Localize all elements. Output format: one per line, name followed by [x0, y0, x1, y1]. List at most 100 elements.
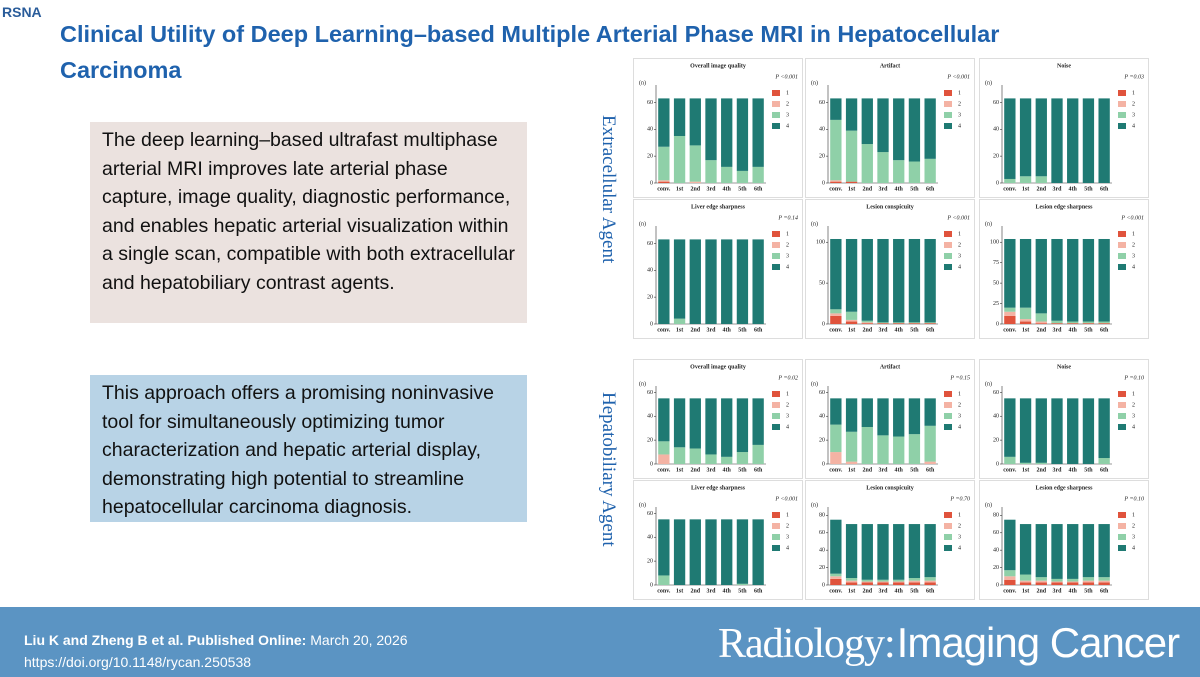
bar-segment — [1035, 176, 1047, 183]
bar-segment — [830, 424, 842, 453]
bar-segment — [830, 119, 842, 181]
bar-segment — [845, 578, 858, 581]
legend-swatch — [772, 424, 780, 430]
legend-label: 2 — [958, 242, 961, 248]
x-tick-label: 3rd — [1053, 327, 1063, 333]
bar-segment — [1004, 311, 1016, 316]
bar-segment — [1051, 98, 1063, 183]
p-value: P =0.03 — [1123, 74, 1144, 80]
legend-label: 1 — [958, 90, 961, 96]
bar-segment — [908, 524, 921, 579]
y-tick-label: 20 — [647, 559, 653, 565]
chart-title: Liver edge sharpness — [691, 204, 746, 210]
y-tick-label: 40 — [647, 414, 653, 420]
legend-label: 1 — [958, 231, 961, 237]
bar-segment — [830, 576, 842, 579]
bar-segment — [830, 573, 842, 577]
x-tick-label: 5th — [738, 467, 747, 473]
bar-segment — [1019, 580, 1032, 583]
legend-label: 3 — [958, 413, 961, 419]
legend-label: 3 — [1132, 534, 1135, 540]
p-value: P <0.001 — [774, 74, 798, 80]
x-tick-label: 6th — [754, 186, 763, 192]
y-tick-label: 60 — [993, 530, 999, 536]
legend-label: 3 — [786, 413, 789, 419]
legend-label: 2 — [958, 101, 961, 107]
x-tick-label: 4th — [723, 467, 732, 473]
bar-segment — [752, 166, 764, 183]
chart: Liver edge sharpness P <0.001 (n) 0 20 40 60 co… — [633, 480, 803, 600]
y-tick-label: 40 — [819, 548, 825, 554]
group-label: Extracellular Agent — [598, 115, 619, 264]
bar-segment — [924, 425, 936, 462]
legend-swatch — [944, 523, 952, 529]
y-tick-label: 20 — [819, 154, 825, 160]
x-tick-label: conv. — [657, 186, 671, 192]
bar-segment — [689, 181, 701, 183]
y-axis-label: (n) — [811, 501, 818, 508]
legend-label: 4 — [786, 424, 789, 430]
y-tick-label: 0 — [822, 461, 825, 467]
x-tick-label: 6th — [1100, 467, 1109, 473]
x-tick-label: 5th — [1084, 327, 1093, 333]
bar-segment — [1019, 176, 1032, 183]
bar-segment — [736, 519, 749, 584]
chart: Artifact P =0.15 (n) 0 20 40 60 conv. 1st 2nd 3rd 4… — [805, 359, 975, 479]
bar-segment — [924, 461, 936, 464]
chart: Liver edge sharpness P =0.14 (n) 0 20 40 60 con… — [633, 199, 803, 339]
x-tick-label: conv. — [1003, 327, 1017, 333]
y-tick-label: 60 — [647, 390, 653, 396]
y-tick-label: 50 — [819, 281, 825, 287]
x-tick-label: conv. — [1003, 588, 1017, 594]
y-tick-label: 20 — [647, 438, 653, 444]
y-tick-label: 40 — [993, 414, 999, 420]
bar-segment — [721, 166, 733, 183]
x-tick-label: conv. — [657, 588, 671, 594]
x-tick-label: conv. — [1003, 467, 1017, 473]
legend-label: 2 — [1132, 101, 1135, 107]
legend-swatch — [944, 545, 952, 551]
x-tick-label: 2nd — [862, 327, 872, 333]
bar-segment — [673, 519, 686, 585]
x-tick-label: conv. — [829, 467, 843, 473]
x-tick-label: 2nd — [862, 186, 872, 192]
x-tick-label: 6th — [1100, 588, 1109, 594]
legend-label: 2 — [786, 402, 789, 408]
bar-segment — [1004, 178, 1016, 183]
x-tick-label: 5th — [738, 588, 747, 594]
legend-swatch — [944, 231, 952, 237]
chart: Noise P =0.03 (n) 0 20 40 60 conv. 1st 2nd 3rd 4th 5… — [979, 58, 1149, 198]
x-tick-label: 3rd — [1053, 467, 1063, 473]
legend-swatch — [944, 402, 952, 408]
legend-swatch — [1118, 231, 1126, 237]
x-tick-label: 4th — [895, 588, 904, 594]
p-value: P =0.10 — [1123, 496, 1144, 502]
bar-segment — [924, 158, 936, 183]
bar-segment — [877, 238, 889, 323]
bar-segment — [845, 319, 858, 322]
legend-swatch — [772, 534, 780, 540]
bar-segment — [658, 181, 670, 183]
bar-segment — [736, 170, 749, 183]
bar-segment — [1082, 323, 1095, 324]
y-axis-label: (n) — [639, 380, 646, 387]
legend-swatch — [1118, 112, 1126, 118]
x-tick-label: 2nd — [862, 588, 872, 594]
legend-swatch — [772, 101, 780, 107]
bar-segment — [689, 239, 701, 324]
bar-segment — [1082, 398, 1095, 464]
bar-segment — [658, 146, 670, 181]
legend-label: 2 — [1132, 242, 1135, 248]
bar-segment — [924, 580, 936, 583]
bar-segment — [673, 136, 686, 183]
legend-swatch — [944, 90, 952, 96]
bar-segment — [1019, 307, 1032, 320]
bar-segment — [689, 519, 701, 585]
citation-authors: Liu K and Zheng B et al. Published Onlin… — [24, 632, 307, 648]
y-tick-label: 0 — [996, 582, 999, 588]
bar-segment — [721, 98, 733, 167]
bar-segment — [1098, 580, 1110, 583]
bar-segment — [1004, 456, 1016, 464]
bar-segment — [830, 309, 842, 314]
bar-segment — [830, 180, 842, 182]
